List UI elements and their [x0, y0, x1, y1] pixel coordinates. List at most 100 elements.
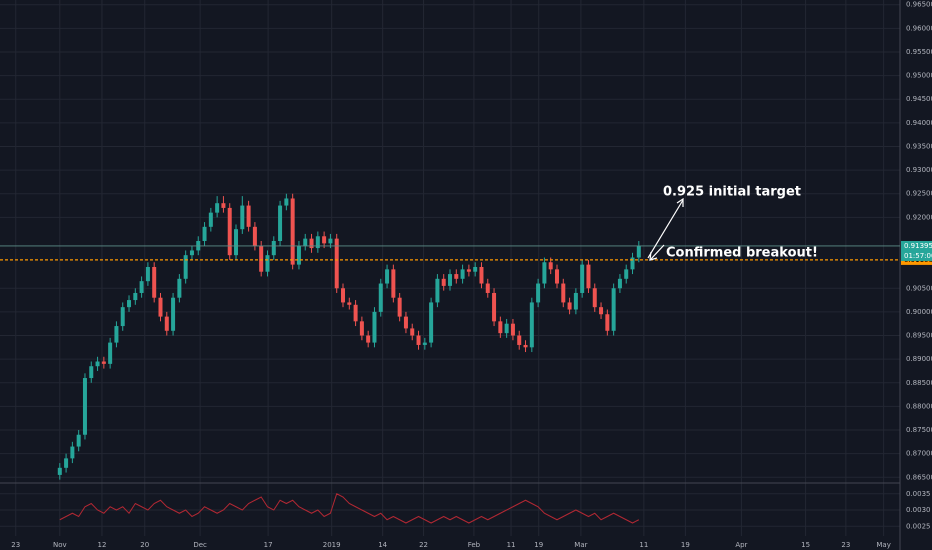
candle-body — [586, 264, 591, 289]
last-price-box — [901, 240, 932, 261]
x-tick-label: 20 — [140, 541, 149, 549]
candle-body — [183, 255, 188, 279]
candle-body — [611, 288, 616, 331]
x-tick-label: 17 — [264, 541, 273, 549]
candle-body — [630, 257, 635, 270]
candle-body — [114, 326, 119, 343]
candle-body — [548, 262, 553, 270]
candle-body — [385, 269, 390, 284]
candle-body — [284, 198, 289, 206]
x-tick-label: 2019 — [323, 541, 341, 549]
annotation: 0.925 initial target — [663, 185, 801, 200]
candle-body — [485, 283, 490, 293]
candle-body — [278, 205, 283, 241]
last-price-label: 0.91395 — [904, 242, 932, 250]
x-tick-label: Nov — [53, 541, 67, 549]
candle-body — [158, 297, 163, 317]
candle-body — [259, 245, 264, 272]
candle-body — [89, 366, 94, 379]
candle-body — [498, 321, 503, 334]
candle-body — [334, 238, 339, 289]
candle-body — [580, 264, 585, 293]
y2-tick-label: 0.0025 — [906, 522, 931, 530]
candle-body — [82, 378, 87, 435]
candle-body — [328, 238, 333, 244]
candle-body — [252, 226, 257, 246]
candle-body — [290, 198, 295, 265]
candle-body — [466, 269, 471, 272]
candle-body — [479, 266, 484, 284]
candle-body — [536, 283, 541, 303]
candle-body — [504, 323, 509, 334]
candle-body — [227, 207, 232, 256]
candle-body — [359, 321, 364, 336]
x-tick-label: 12 — [97, 541, 106, 549]
candle-body — [492, 292, 497, 322]
candle-body — [95, 361, 100, 367]
candle-body — [592, 288, 597, 308]
x-tick-label: Mar — [574, 541, 587, 549]
candle-body — [271, 241, 276, 256]
candle-body — [208, 212, 213, 227]
candle-body — [127, 300, 132, 308]
candle-body — [315, 236, 320, 249]
annotation-arrows — [647, 197, 684, 261]
candle-body — [152, 266, 157, 298]
candle-body — [410, 328, 415, 336]
candle-body — [523, 344, 528, 348]
candle-body — [309, 238, 314, 249]
countdown-label: 01:57:00 — [904, 252, 932, 260]
candle-body — [617, 278, 622, 289]
candle-body — [403, 316, 408, 329]
candle-body — [57, 467, 62, 475]
candle-body — [120, 307, 125, 327]
candle-body — [397, 297, 402, 317]
candle-body — [372, 311, 377, 343]
x-tick-label: 23 — [11, 541, 20, 549]
candle-body — [391, 269, 396, 298]
x-tick-label: 23 — [841, 541, 850, 549]
candle-body — [246, 205, 251, 227]
y2-tick-label: 0.0035 — [906, 490, 931, 498]
candle-body — [240, 205, 245, 230]
x-tick-label: 22 — [419, 541, 428, 549]
candle-body — [454, 274, 459, 279]
candle-body — [303, 238, 308, 246]
candle-body — [441, 278, 446, 286]
candle-body — [435, 278, 440, 303]
candle-body — [605, 314, 610, 331]
candle-body — [341, 288, 346, 303]
candle-body — [70, 446, 75, 459]
x-tick-label: 11 — [639, 541, 648, 549]
x-tick-label: 11 — [507, 541, 516, 549]
candle-body — [265, 255, 270, 272]
candle-body — [460, 269, 465, 279]
candle-body — [529, 302, 534, 348]
candle-body — [202, 226, 207, 241]
candle-body — [378, 283, 383, 312]
x-tick-label: Dec — [193, 541, 207, 549]
candle-body — [473, 266, 478, 272]
candle-body — [145, 266, 150, 282]
candle-body — [599, 307, 604, 315]
candle-body — [366, 335, 371, 343]
candle-body — [573, 292, 578, 310]
candle-body — [139, 281, 144, 293]
candle-body — [429, 302, 434, 343]
candle-body — [215, 203, 220, 213]
candle-body — [554, 269, 559, 284]
candle-body — [234, 229, 239, 256]
candle-body — [624, 269, 629, 279]
